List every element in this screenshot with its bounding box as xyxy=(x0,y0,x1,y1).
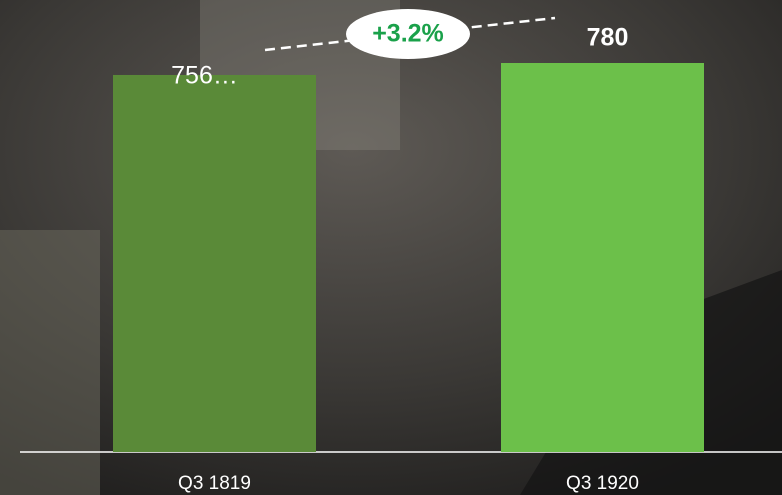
annotation: +3.2% xyxy=(372,20,444,48)
value-label: 756… xyxy=(171,62,238,90)
chart: 756… Q3 1819 780 Q3 1920 +3.2% xyxy=(0,0,782,495)
background-paper xyxy=(0,230,100,495)
value-label: 780 xyxy=(587,24,629,52)
bar xyxy=(113,75,316,452)
x-tick-label: Q3 1920 xyxy=(566,473,639,494)
x-tick-label: Q3 1819 xyxy=(178,473,251,494)
bar xyxy=(501,63,704,452)
